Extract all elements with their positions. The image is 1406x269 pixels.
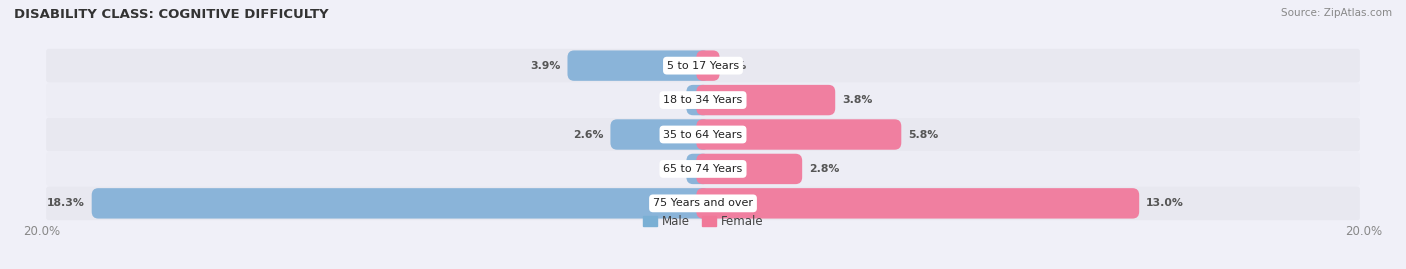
FancyBboxPatch shape (686, 154, 710, 184)
Text: 0.0%: 0.0% (716, 61, 747, 71)
FancyBboxPatch shape (46, 83, 1360, 117)
Text: 0.0%: 0.0% (659, 164, 690, 174)
FancyBboxPatch shape (46, 152, 1360, 186)
FancyBboxPatch shape (696, 188, 1139, 219)
Text: 5.8%: 5.8% (908, 129, 938, 140)
FancyBboxPatch shape (610, 119, 710, 150)
Text: 13.0%: 13.0% (1146, 198, 1184, 208)
Text: 0.0%: 0.0% (659, 95, 690, 105)
FancyBboxPatch shape (696, 50, 720, 81)
FancyBboxPatch shape (46, 118, 1360, 151)
Legend: Male, Female: Male, Female (643, 215, 763, 228)
Text: 18 to 34 Years: 18 to 34 Years (664, 95, 742, 105)
Text: 2.8%: 2.8% (808, 164, 839, 174)
Text: 18.3%: 18.3% (48, 198, 86, 208)
FancyBboxPatch shape (46, 186, 1360, 220)
FancyBboxPatch shape (91, 188, 710, 219)
FancyBboxPatch shape (696, 154, 803, 184)
Text: 75 Years and over: 75 Years and over (652, 198, 754, 208)
FancyBboxPatch shape (696, 85, 835, 115)
Text: 35 to 64 Years: 35 to 64 Years (664, 129, 742, 140)
FancyBboxPatch shape (696, 119, 901, 150)
Text: 3.8%: 3.8% (842, 95, 872, 105)
Text: 3.9%: 3.9% (530, 61, 561, 71)
Text: 5 to 17 Years: 5 to 17 Years (666, 61, 740, 71)
FancyBboxPatch shape (568, 50, 710, 81)
Text: Source: ZipAtlas.com: Source: ZipAtlas.com (1281, 8, 1392, 18)
Text: 2.6%: 2.6% (574, 129, 605, 140)
FancyBboxPatch shape (686, 85, 710, 115)
Text: DISABILITY CLASS: COGNITIVE DIFFICULTY: DISABILITY CLASS: COGNITIVE DIFFICULTY (14, 8, 329, 21)
FancyBboxPatch shape (46, 49, 1360, 83)
Text: 65 to 74 Years: 65 to 74 Years (664, 164, 742, 174)
